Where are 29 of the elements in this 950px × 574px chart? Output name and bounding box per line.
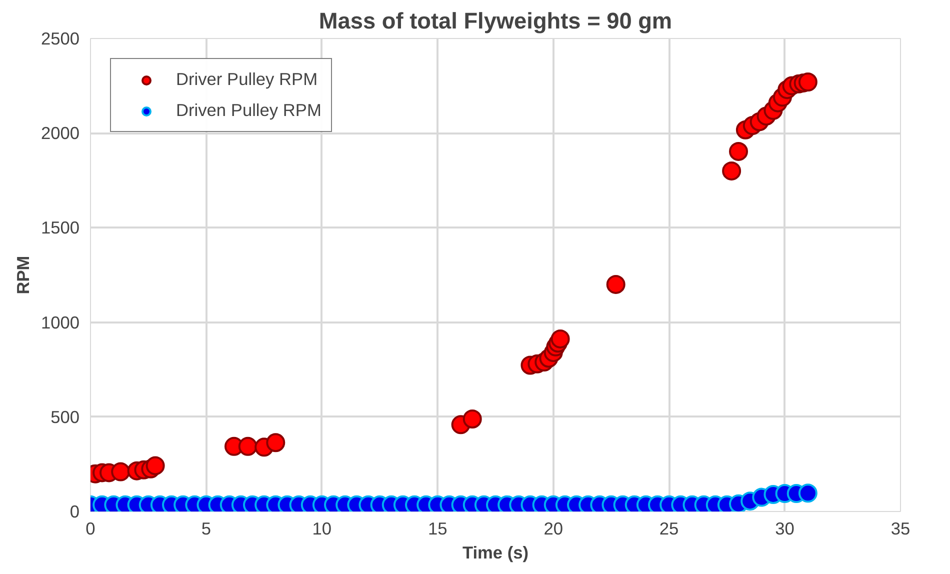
x-tick-label: 25 [659,518,679,538]
x-tick-label: 30 [775,518,794,538]
x-tick-label: 15 [428,518,448,538]
x-axis-title: Time (s) [462,542,529,562]
y-tick-label: 2000 [40,123,80,144]
y-tick-label: 1500 [40,218,80,238]
y-tick-label: 500 [50,406,80,427]
point [146,456,165,476]
y-axis-title: RPM [12,256,33,294]
y-tick-label: 0 [70,502,80,522]
point [722,161,742,180]
chart-title: Mass of total Flyweights = 90 gm [318,8,672,34]
point [462,410,482,428]
y-tick-label: 2500 [40,28,80,48]
x-tick-label: 20 [544,518,563,538]
x-tick-label: 10 [312,518,332,538]
x-tick-label: 35 [890,518,910,538]
legend-label: Driven Pulley RPM [176,100,322,121]
x-tick-label: 5 [201,518,212,538]
legend-label: Driver Pulley RPM [176,69,318,90]
point [238,436,258,456]
y-tick-label: 1000 [40,312,80,332]
point [798,72,818,92]
point [550,329,570,348]
point [266,433,286,452]
x-tick-label: 0 [86,518,96,538]
point [729,142,748,161]
point [606,274,626,294]
point [111,462,130,482]
